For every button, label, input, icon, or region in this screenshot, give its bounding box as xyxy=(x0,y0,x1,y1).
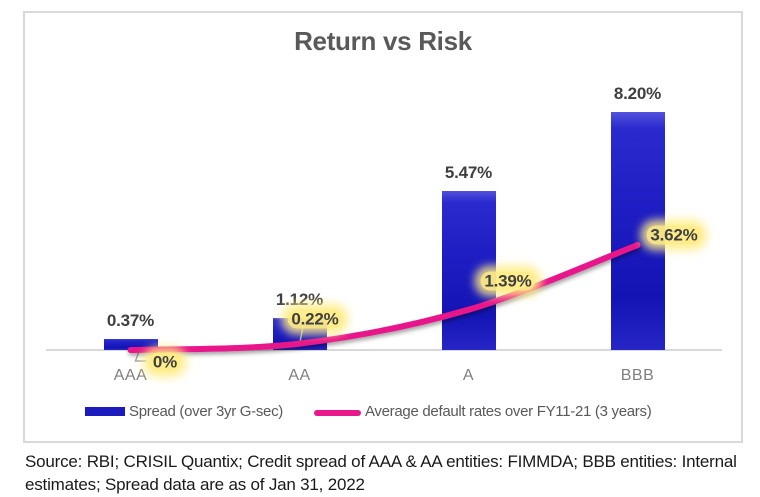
legend-bar-swatch xyxy=(85,407,125,416)
line-value-callout-bbb: 3.62% xyxy=(646,225,702,245)
bar-value-label-aaa: 0.37% xyxy=(106,311,155,331)
category-label-aaa: AAA xyxy=(113,367,148,384)
category-label-a: A xyxy=(462,367,475,384)
bar-value-label-aa: 1.12% xyxy=(275,289,324,309)
category-label-bbb: BBB xyxy=(620,367,655,384)
legend-line-label: Average default rates over FY11-21 (3 ye… xyxy=(365,403,652,420)
bar-aaa xyxy=(103,339,158,350)
line-value-callout-aa: 0.22% xyxy=(287,309,343,329)
bar-value-label-bbb: 8.20% xyxy=(613,84,662,104)
source-note: Source: RBI; CRISIL Quantix; Credit spre… xyxy=(25,452,737,494)
legend-line-swatch xyxy=(314,410,361,416)
line-value-callout-a: 1.39% xyxy=(480,271,536,291)
legend-bar-label: Spread (over 3yr G-sec) xyxy=(129,403,283,420)
line-value-callout-aaa: 0% xyxy=(148,352,182,372)
category-label-aa: AA xyxy=(288,367,311,384)
chart-title: Return vs Risk xyxy=(294,26,472,56)
bar-value-label-a: 5.47% xyxy=(444,163,493,183)
